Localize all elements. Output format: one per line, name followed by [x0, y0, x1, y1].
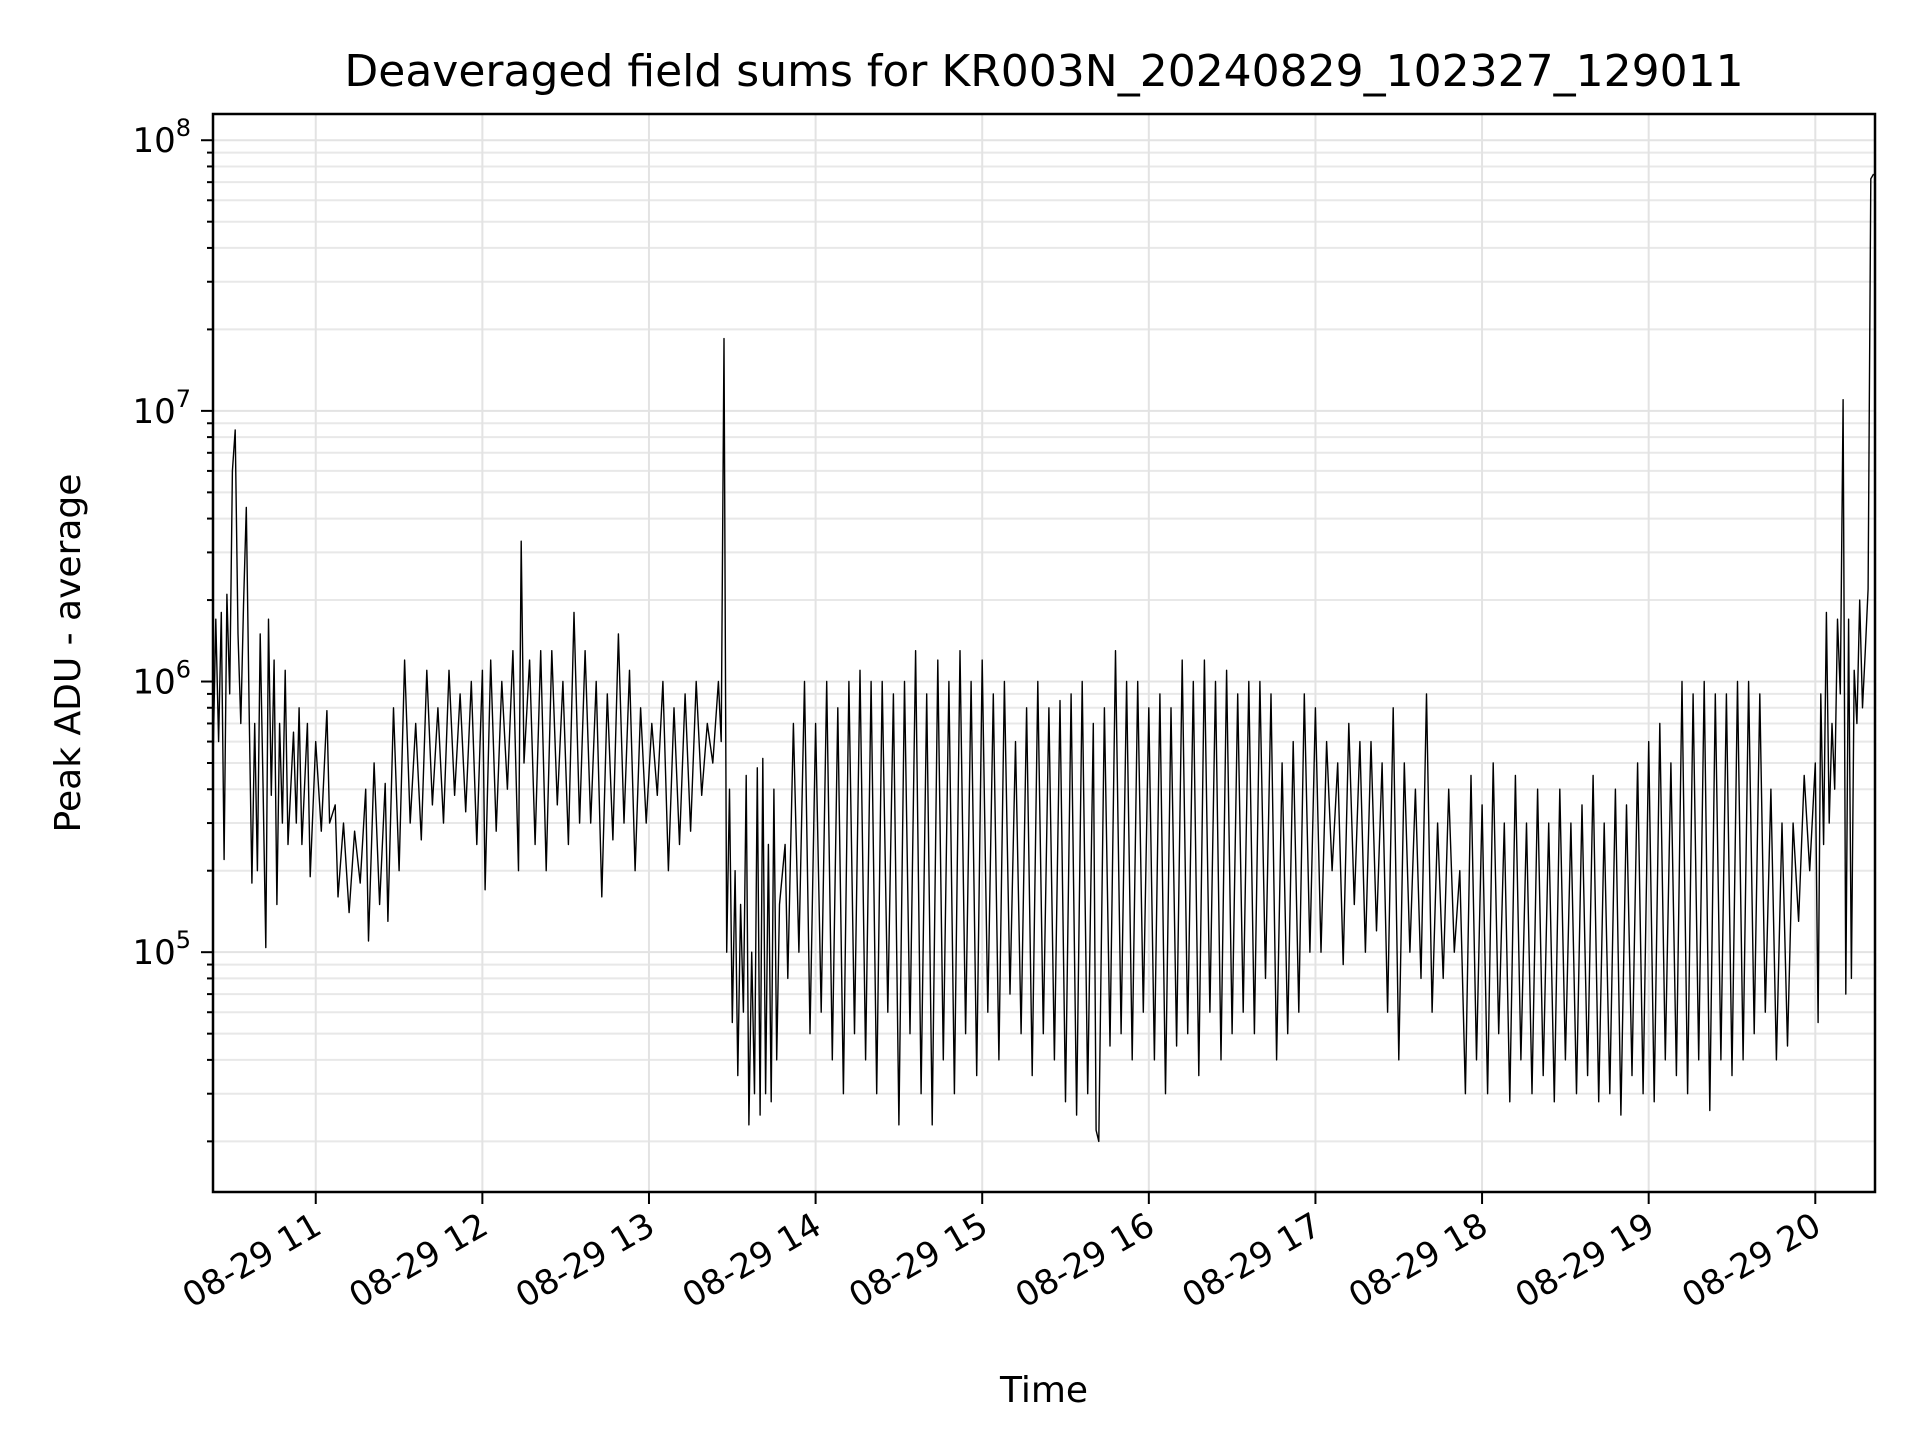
series-line	[212, 173, 1875, 1143]
y-tick-label: 108	[132, 114, 191, 161]
x-axis-label: Time	[999, 1370, 1088, 1411]
y-tick-label: 107	[132, 385, 191, 432]
grid	[213, 114, 1875, 1192]
chart-title: Deaveraged field sums for KR003N_2024082…	[344, 46, 1743, 97]
plot-frame	[211, 112, 1877, 1194]
y-tick-label: 105	[132, 926, 191, 973]
y-axis: 105 106 107 108	[132, 114, 213, 1143]
y-tick-label: 106	[132, 656, 191, 703]
y-axis-label: Peak ADU - average	[48, 474, 89, 833]
plot-series	[212, 173, 1875, 1143]
